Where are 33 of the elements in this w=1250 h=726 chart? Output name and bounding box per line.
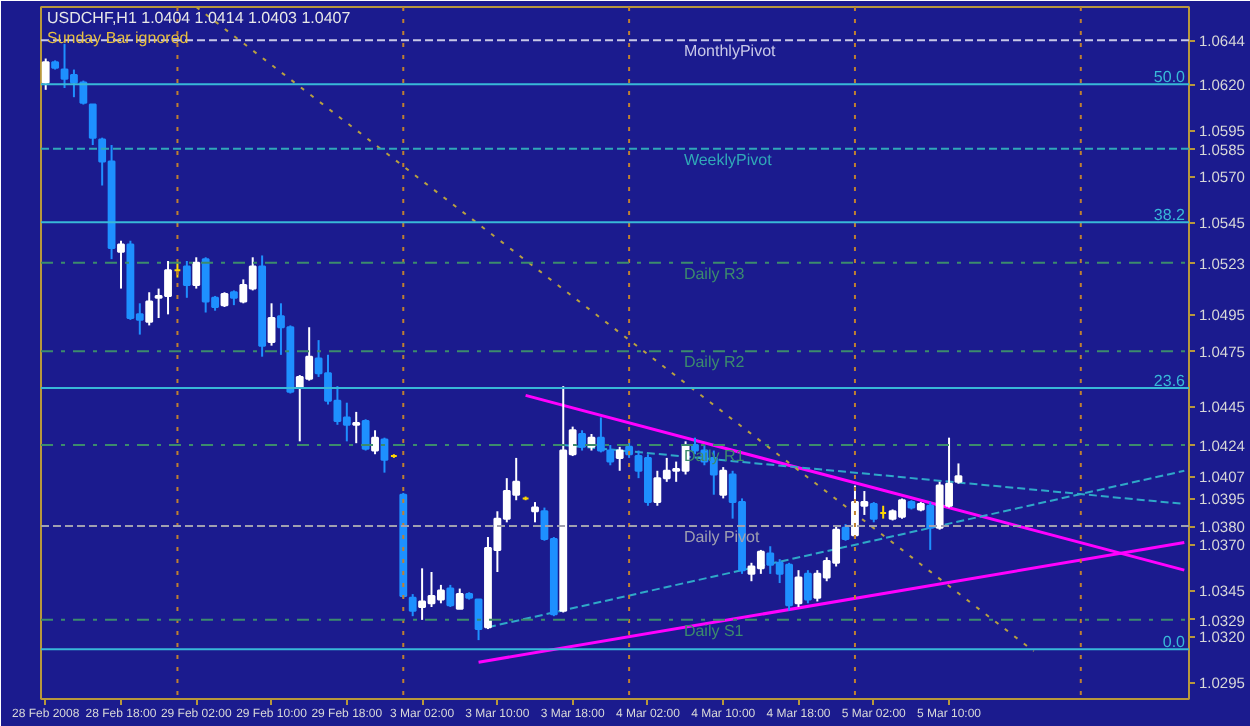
annotation: 23.6 [1153, 371, 1187, 390]
candlestick [455, 587, 464, 610]
candlestick [41, 57, 50, 91]
candlestick [446, 583, 455, 608]
candlestick [418, 567, 427, 621]
candlestick [869, 501, 878, 524]
candlestick [578, 429, 586, 452]
candlestick [408, 593, 417, 618]
candlestick [371, 429, 379, 456]
candlestick [192, 256, 201, 290]
ref-line-label: Daily R2 [683, 353, 746, 372]
candlestick [361, 418, 370, 452]
candlestick [117, 239, 125, 290]
ref-line-label: MonthlyPivot [683, 42, 778, 61]
ref-line-label: Daily S1 [683, 621, 745, 640]
candlestick [615, 445, 624, 472]
candlestick [531, 501, 539, 524]
candlestick [182, 259, 191, 299]
candlestick [267, 302, 276, 347]
candlestick [954, 462, 963, 485]
annotation: 38.2 [1153, 206, 1187, 225]
candlestick [145, 291, 154, 327]
ref-line-label: WeeklyPivot [683, 150, 774, 169]
annotation: 0.0 [1162, 633, 1187, 652]
candlestick [803, 569, 812, 605]
candlestick [926, 501, 935, 551]
ref-line-label: Daily R3 [683, 264, 746, 283]
candlestick [88, 103, 97, 147]
candlestick [756, 548, 765, 575]
annotation: 50.0 [1153, 68, 1187, 87]
candlestick [352, 410, 361, 445]
chart-title: USDCHF,H1 1.0404 1.0414 1.0403 1.0407 [47, 9, 352, 27]
candlestick [719, 466, 728, 500]
